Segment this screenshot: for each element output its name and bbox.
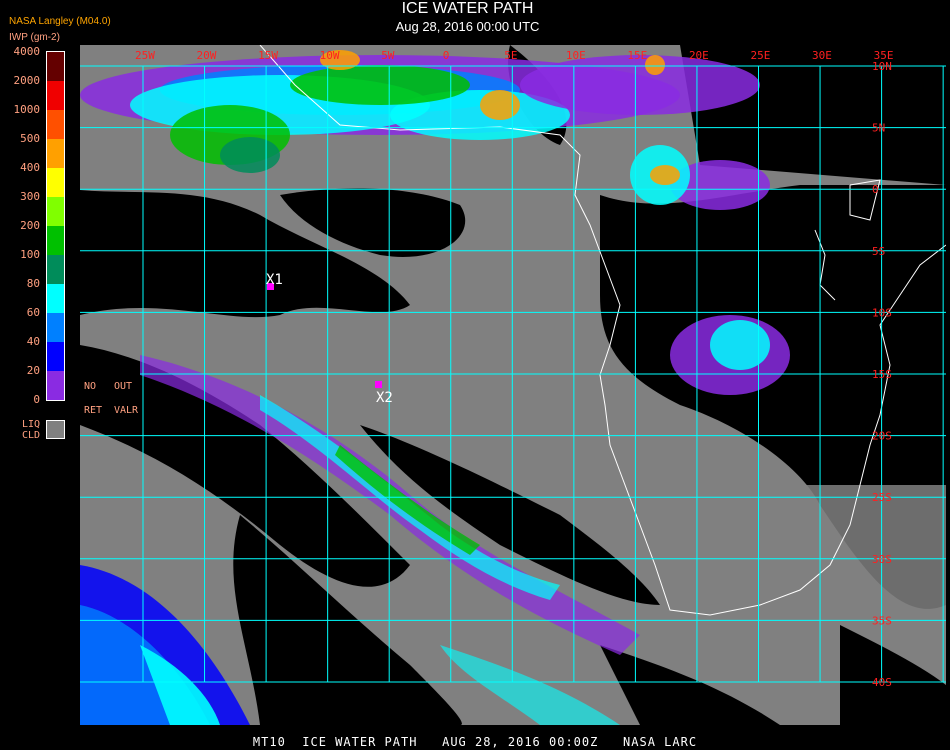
liq-text: LIQ	[22, 419, 41, 430]
latitude-label: 35S	[872, 614, 892, 627]
legend-tick-label: 100	[20, 248, 40, 261]
legend-tick-label: 80	[26, 277, 40, 290]
latitude-label: 0	[872, 183, 879, 196]
latitude-label: 10N	[872, 60, 892, 73]
longitude-label: 5W	[381, 49, 395, 62]
longitude-label: 0	[443, 49, 450, 62]
ice-cloud-patch	[650, 165, 680, 185]
legend-tick-label: 40	[26, 335, 40, 348]
storm-system	[140, 645, 220, 725]
latitude-label: 10S	[872, 306, 892, 319]
legend-band	[47, 168, 64, 197]
longitude-label: 10E	[566, 49, 586, 62]
legend-band	[47, 226, 64, 255]
map-timestamp: Aug 28, 2016 00:00 UTC	[395, 19, 540, 34]
map-title: ICE WATER PATH	[401, 0, 534, 17]
ice-cloud-patch	[520, 55, 760, 115]
no-text: NO	[84, 381, 97, 392]
cld-text: CLD	[22, 430, 41, 441]
clear-sky-area	[600, 645, 780, 725]
out-text: OUT	[114, 381, 133, 392]
longitude-label: 15W	[258, 49, 278, 62]
legend-band	[47, 255, 64, 284]
legend-band	[47, 371, 64, 400]
coastline	[259, 45, 946, 616]
latitude-label: 25S	[872, 491, 892, 504]
footer-caption: MT10 ICE WATER PATH AUG 28, 2016 00:00Z …	[252, 735, 698, 749]
lake-shoreline	[849, 179, 881, 221]
liquid-cloud-swatch	[46, 420, 65, 439]
latitude-label: 20S	[872, 430, 892, 443]
longitude-label: 15E	[627, 49, 647, 62]
ice-cloud-patch	[480, 90, 520, 120]
location-marker	[375, 381, 382, 388]
out-of-range-label: OUT VALR	[114, 375, 138, 423]
ice-cloud-patch	[320, 50, 360, 70]
ice-cloud-patch	[710, 320, 770, 370]
longitude-label: 20W	[197, 49, 217, 62]
longitude-label: 25W	[135, 49, 155, 62]
organization-label: NASA Langley (M04.0)	[9, 16, 111, 27]
ice-cloud-patch	[290, 65, 470, 105]
legend-tick-label: 300	[20, 190, 40, 203]
ice-cloud-patch	[670, 160, 770, 210]
longitude-label: 25E	[751, 49, 771, 62]
ice-cloud-patch	[220, 137, 280, 173]
latitude-label: 5S	[872, 245, 885, 258]
legend-tick-label: 200	[20, 219, 40, 232]
latitude-label: 40S	[872, 676, 892, 689]
legend-band	[47, 197, 64, 226]
longitude-label: 10W	[320, 49, 340, 62]
latitude-label: 30S	[872, 553, 892, 566]
legend-tick-label: 1000	[13, 103, 41, 116]
legend-band	[47, 342, 64, 371]
legend-tick-label: 400	[20, 161, 40, 174]
latitude-label: 15S	[872, 368, 892, 381]
clear-sky-area	[280, 188, 466, 257]
longitude-label: 30E	[812, 49, 832, 62]
legend-tick-label: 2000	[13, 74, 41, 87]
legend-band	[47, 313, 64, 342]
longitude-label: 35E	[874, 49, 894, 62]
marker-label: X1	[266, 272, 283, 288]
valr-text: VALR	[114, 405, 139, 416]
no-retrieval-label: NO RET	[84, 375, 102, 423]
legend-tick-label: 4000	[13, 45, 41, 58]
units-label: IWP (gm-2)	[9, 32, 60, 43]
liquid-cloud-label: LIQ CLD	[22, 419, 40, 441]
frontal-cloud-core	[335, 445, 480, 555]
color-legend	[46, 51, 65, 401]
legend-tick-label: 500	[20, 132, 40, 145]
legend-band	[47, 139, 64, 168]
longitude-label: 20E	[689, 49, 709, 62]
cloud-band-south	[440, 645, 620, 725]
clear-sky-area	[360, 425, 660, 605]
no-retrieval-legend-box	[80, 370, 140, 415]
clear-sky-area	[840, 625, 946, 725]
ice-cloud-patch	[645, 55, 665, 75]
ret-text: RET	[84, 405, 103, 416]
legend-band	[47, 81, 64, 110]
legend-band	[47, 52, 64, 81]
location-marker	[267, 283, 274, 290]
legend-band	[47, 284, 64, 313]
marker-label: X2	[376, 390, 393, 406]
legend-tick-label: 20	[26, 364, 40, 377]
cloud-area	[680, 485, 946, 625]
legend-tick-label: 0	[33, 393, 40, 406]
frontal-cloud-core	[260, 395, 560, 600]
longitude-label: 5E	[504, 49, 517, 62]
legend-band	[47, 110, 64, 139]
legend-tick-label: 60	[26, 306, 40, 319]
latitude-label: 5N	[872, 122, 885, 135]
